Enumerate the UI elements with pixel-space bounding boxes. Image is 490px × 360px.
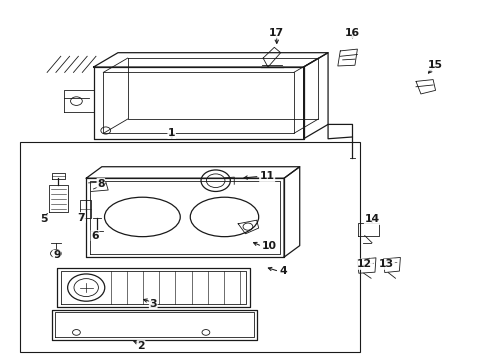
Text: 5: 5: [40, 215, 48, 224]
Text: 1: 1: [168, 129, 175, 138]
Text: 2: 2: [137, 341, 145, 351]
Text: 7: 7: [77, 213, 85, 222]
Text: 9: 9: [53, 250, 61, 260]
Text: 11: 11: [260, 171, 275, 181]
Text: 10: 10: [262, 241, 277, 251]
Text: 4: 4: [279, 266, 287, 276]
Text: 14: 14: [365, 215, 380, 224]
Text: 16: 16: [345, 28, 360, 38]
Text: 6: 6: [91, 231, 99, 240]
Text: 13: 13: [379, 259, 394, 269]
Text: 12: 12: [357, 259, 372, 269]
Text: 8: 8: [97, 179, 104, 189]
Bar: [20, 142, 360, 352]
Text: 3: 3: [149, 299, 157, 309]
Text: 17: 17: [269, 28, 284, 38]
Text: 15: 15: [428, 60, 443, 70]
